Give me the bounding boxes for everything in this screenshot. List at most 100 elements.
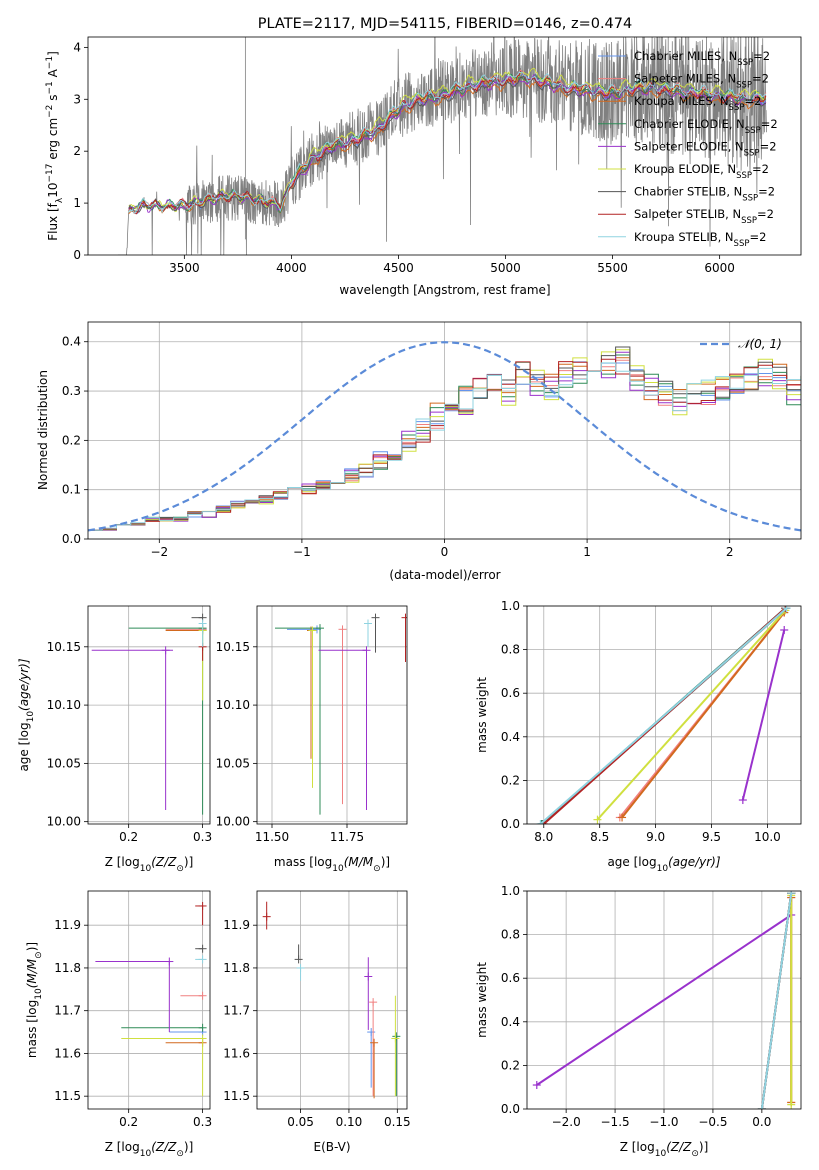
mass_vs_z-xlabel-part: )] (184, 1140, 193, 1154)
axes-frame (526, 890, 802, 1110)
legend-label-name: Chabrier STELIB, N (634, 185, 742, 199)
weight_vs_age-xlabel-part: 10 (657, 864, 669, 874)
legend-label: Salpeter STELIB, NSSP=2 (634, 207, 774, 226)
axes-frame (87, 36, 802, 256)
y-tick-label: 0.0 (501, 817, 520, 831)
legend-label-suffix: =2 (752, 162, 769, 176)
weight-line-salpeter-elodie (741, 629, 786, 801)
histogram-kroupa-elodie (88, 349, 801, 531)
residuals-ylabel: Normed distribution (36, 370, 50, 490)
weight_vs_z-xlabel-part: 10 (655, 1149, 667, 1159)
mass_vs_z-ylabel-part: ⊙ (34, 951, 44, 959)
histogram-salpeter-elodie (88, 351, 801, 531)
y-tick-label: 0.3 (62, 384, 81, 398)
legend-label-name: Kroupa STELIB, N (634, 230, 734, 244)
x-tick-label: 0.2 (119, 1115, 138, 1129)
legend-label-sub: SSP (729, 103, 745, 113)
y-tick-label: 0.4 (62, 335, 81, 349)
axes-frame (526, 605, 802, 825)
legend-label-suffix: =2 (749, 230, 766, 244)
residuals-plot (88, 341, 801, 532)
x-tick-label: 5500 (597, 261, 628, 275)
y-tick-label: 0.2 (62, 433, 81, 447)
weight-line-kroupa-stelib (539, 607, 788, 824)
weight_vs_z-ylabel: mass weight (475, 962, 489, 1038)
spectrum-ylabel-part: Flux [f (46, 202, 60, 240)
legend-label-name: Salpeter STELIB, N (634, 207, 741, 221)
x-tick-label: 2 (726, 545, 734, 559)
histogram-chabrier-elodie (88, 354, 801, 531)
legend-label-name: Chabrier ELODIE, N (634, 117, 745, 131)
mass_vs_z-ylabel: mass [log10(M/M⊙)] (25, 942, 44, 1058)
weight_vs_z-plot (532, 891, 796, 1109)
legend-label-name: Salpeter ELODIE, N (634, 139, 744, 153)
mass_vs_z-xlabel-part: 10 (140, 1149, 152, 1159)
y-tick-label: 0.0 (62, 532, 81, 546)
x-tick-label: 0.3 (193, 1115, 212, 1129)
y-tick-label: 3 (73, 92, 81, 106)
histogram-kroupa-miles (88, 357, 801, 531)
age_vs_z-xlabel-part: (Z/Z (151, 855, 177, 869)
weight_vs_z-axes: −2.0 −1.5 −1.0 −0.5 0.0 0.0 0.2 0.4 0.6 0.8 1.0 (501, 884, 802, 1129)
axes-frame (87, 605, 211, 825)
y-tick-label: 1.0 (501, 599, 520, 613)
x-tick-label: −1 (293, 545, 311, 559)
y-tick-label: 10.10 (47, 698, 81, 712)
legend-label-sub: SSP (736, 81, 752, 91)
histogram-chabrier-stelib (88, 346, 801, 531)
axes-frame (256, 605, 408, 825)
histogram-kroupa-stelib (88, 362, 801, 531)
y-tick-label: 10.05 (216, 756, 250, 770)
legend-label: Kroupa ELODIE, NSSP=2 (634, 162, 769, 181)
legend-label-suffix: =2 (753, 49, 770, 63)
x-tick-label: −0.5 (698, 1115, 727, 1129)
spectrum-ylabel-part: −1 (45, 56, 55, 69)
y-tick-label: 2 (73, 144, 81, 158)
age_vs_mass-xlabel-part: mass [log (274, 855, 332, 869)
weight_vs_z-xlabel-part: (Z/Z (666, 1140, 692, 1154)
age_vs_z-xlabel-part: )] (184, 855, 193, 869)
x-tick-label: 0.3 (193, 830, 212, 844)
y-tick-label: 1 (73, 196, 81, 210)
spectrum-ylabel-part: 10 (46, 183, 60, 198)
spectrum-xlabel: wavelength [Angstrom, rest frame] (339, 283, 550, 297)
x-tick-label: 8.0 (534, 830, 553, 844)
legend-label: Kroupa STELIB, NSSP=2 (634, 230, 766, 249)
legend-label-suffix: =2 (758, 185, 775, 199)
y-tick-label: 10.15 (47, 640, 81, 654)
mass_vs_z-xlabel-part: (Z/Z (151, 1140, 177, 1154)
spectrum-ylabel-part: λ (55, 197, 65, 203)
y-tick-label: 11.6 (223, 1046, 250, 1060)
residuals-axes: −2 −1 0 1 2 0.0 0.1 0.2 0.3 0.4 (62, 321, 802, 559)
age_vs_z-xlabel: Z [log10(Z/Z⊙)] (105, 855, 194, 874)
spectrum-ylabel-part: ] (46, 51, 60, 56)
y-tick-label: 0.4 (501, 1015, 520, 1029)
axes-frame (87, 890, 211, 1110)
mass_vs_z-xlabel-part: ⊙ (176, 1149, 184, 1159)
x-tick-label: 0 (441, 545, 449, 559)
mass_vs_z-xlabel-part: Z [log (105, 1140, 140, 1154)
mass_vs_ebv-plot (262, 901, 401, 1099)
age_vs_mass-plot (275, 613, 407, 815)
x-tick-label: 0.10 (336, 1115, 363, 1129)
model-line-kroupa-stelib (128, 71, 767, 214)
legend-label-name: Salpeter MILES, N (634, 72, 736, 86)
y-tick-label: 0.2 (501, 1058, 520, 1072)
histogram-chabrier-miles (88, 361, 801, 531)
age_vs_z-axes: 0.2 0.3 10.00 10.05 10.10 10.15 (47, 605, 212, 844)
y-tick-label: 11.9 (223, 918, 250, 932)
age_vs_mass-xlabel-part: (M/M (344, 855, 374, 869)
legend-label-sub: SSP (744, 148, 760, 158)
weight_vs_z-xlabel-part: )] (699, 1140, 708, 1154)
model-line-kroupa-elodie (128, 67, 767, 212)
histogram-salpeter-stelib (88, 358, 801, 531)
legend-label-name: Chabrier MILES, N (634, 49, 737, 63)
weight-line-kroupa-miles (621, 611, 785, 819)
age_vs_mass-xlabel-part: 10 (332, 864, 344, 874)
grid (88, 606, 210, 824)
normal-curve (88, 341, 801, 532)
x-tick-label: 11.50 (255, 830, 289, 844)
weight_vs_age-xlabel-part: age [log (607, 855, 656, 869)
legend-label: Chabrier ELODIE, NSSP=2 (634, 117, 778, 136)
